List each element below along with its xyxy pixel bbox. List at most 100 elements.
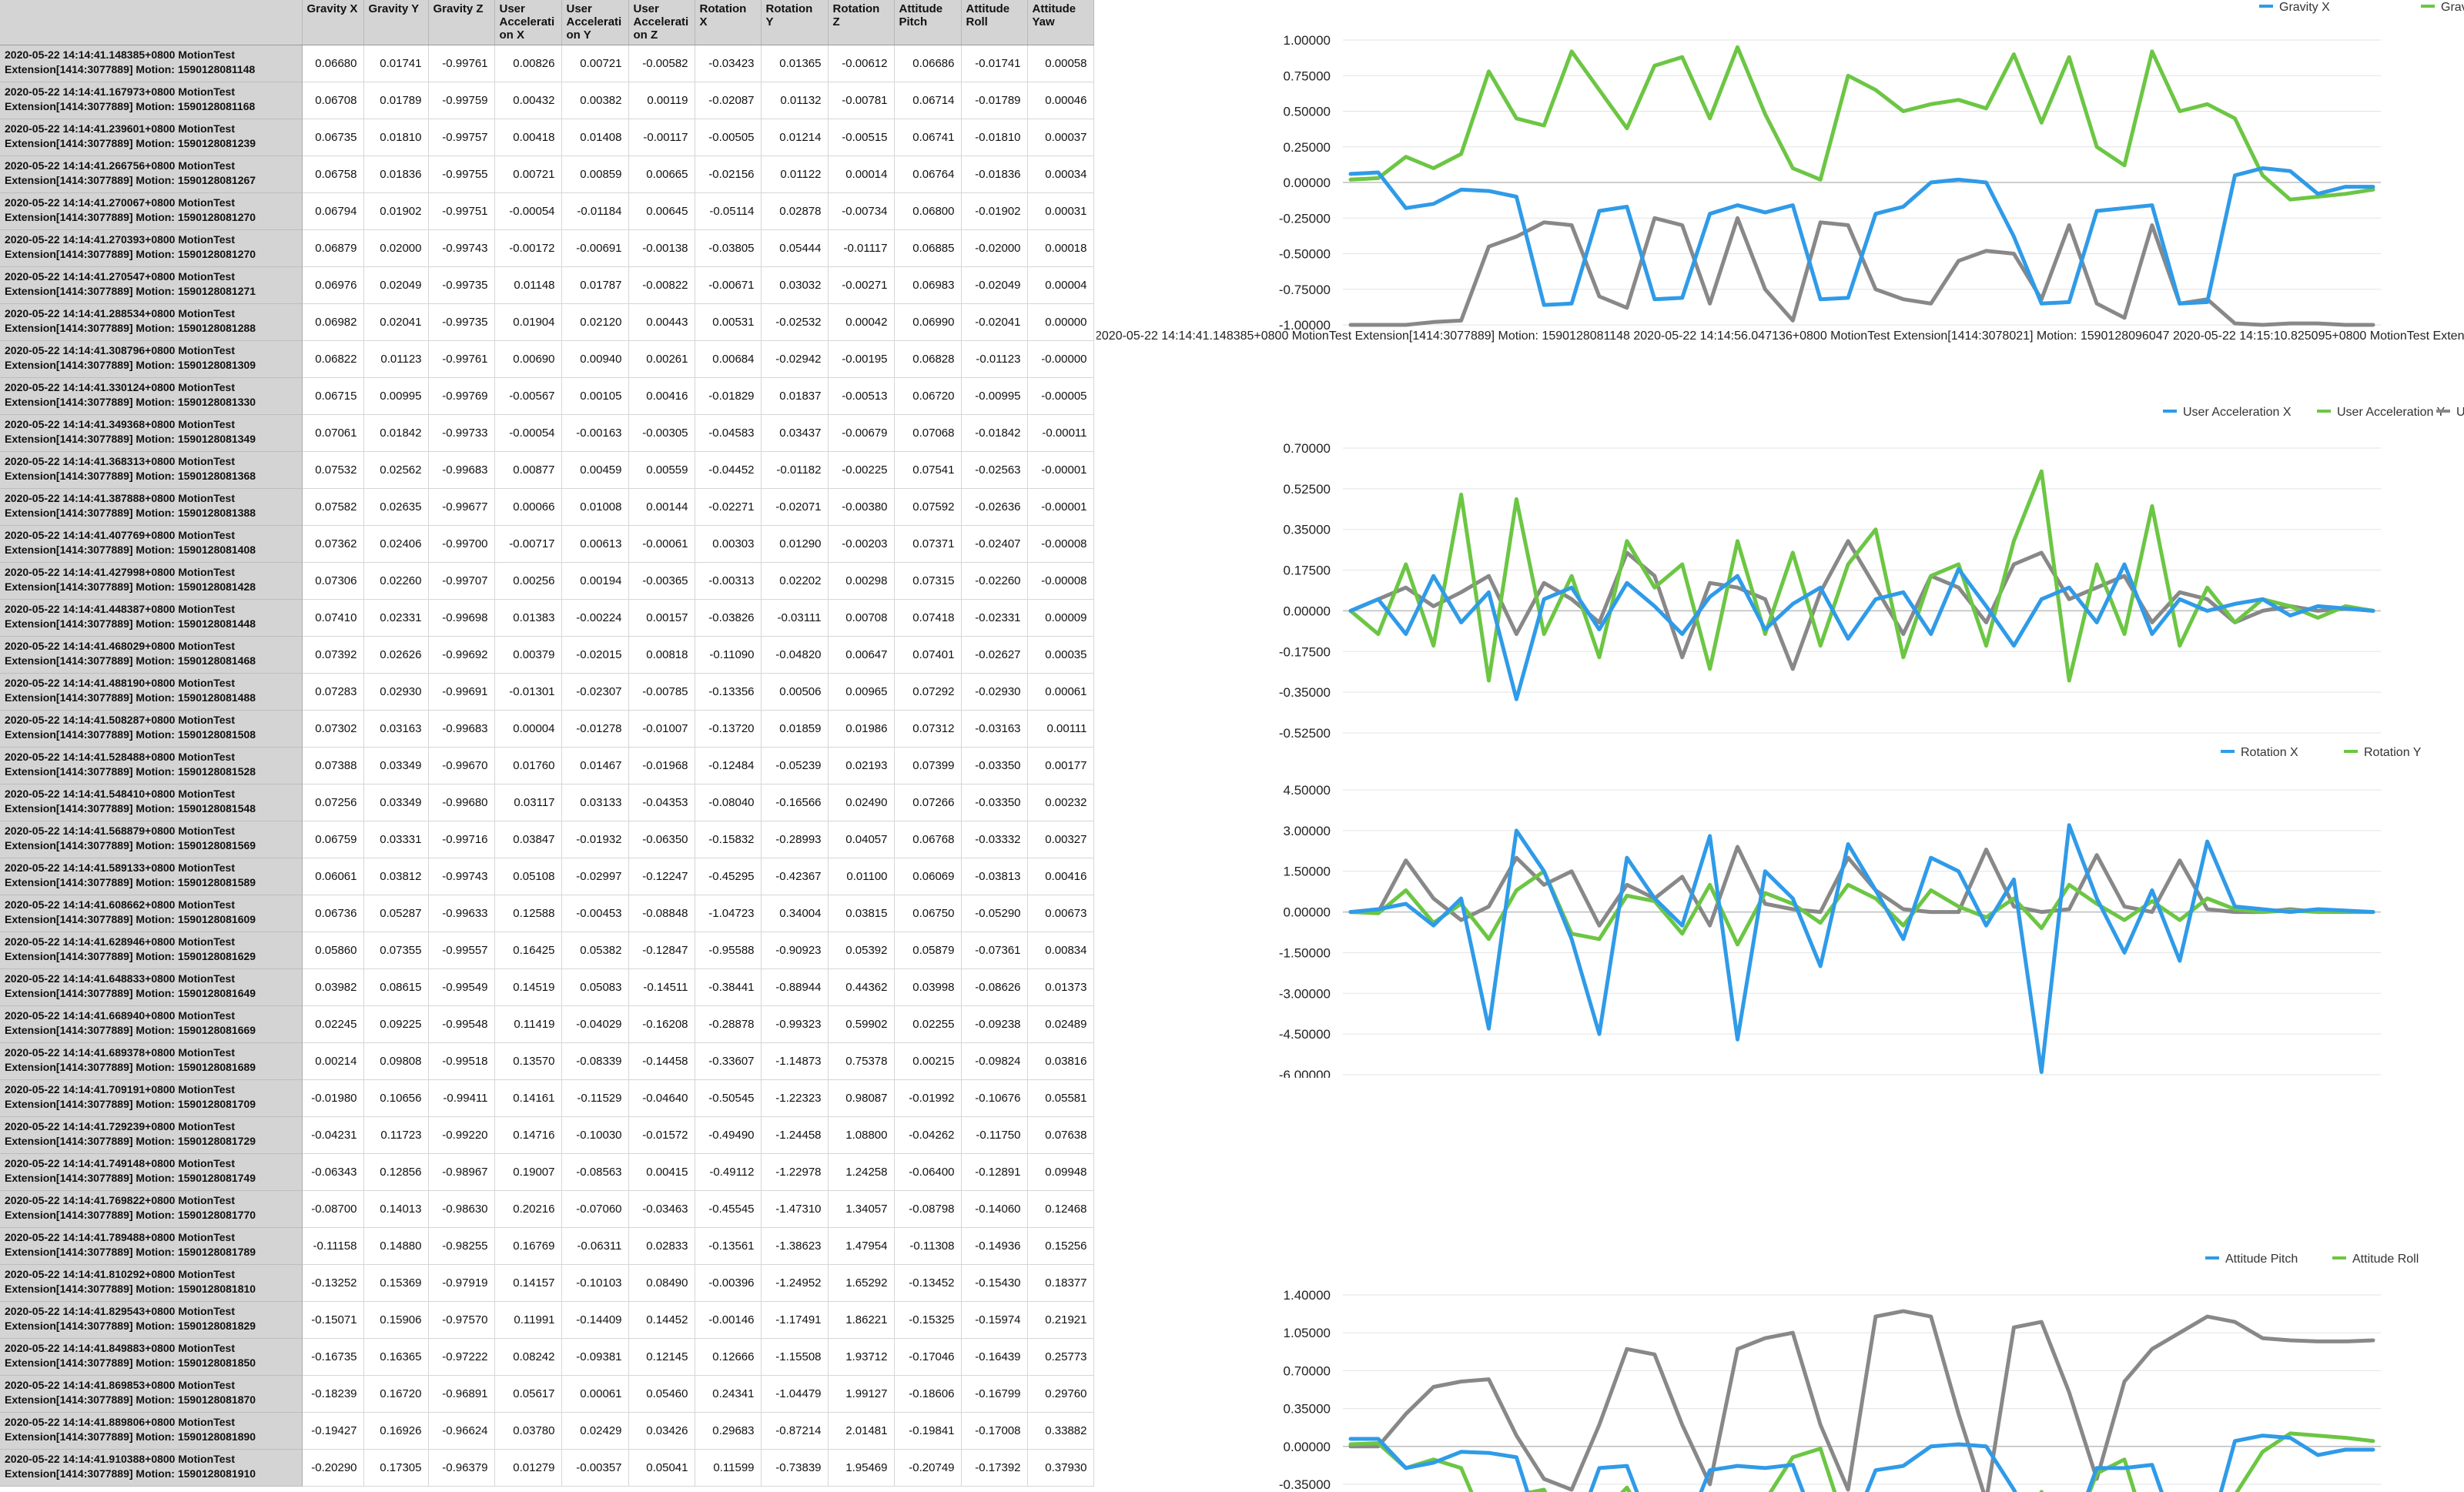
table-cell[interactable]: -0.06400 (894, 1153, 962, 1191)
table-cell[interactable]: -0.00163 (561, 414, 629, 452)
row-label-cell[interactable]: 2020-05-22 14:14:41.167973+0800 MotionTe… (0, 82, 303, 119)
table-cell[interactable]: -0.17392 (961, 1449, 1028, 1487)
table-cell[interactable]: 0.02406 (363, 525, 429, 563)
table-cell[interactable]: 2.01481 (828, 1412, 895, 1450)
table-cell[interactable]: 0.06735 (302, 119, 364, 156)
column-header[interactable]: Attitude Pitch (894, 0, 962, 45)
table-cell[interactable]: 0.00613 (561, 525, 629, 563)
table-cell[interactable]: -0.99761 (428, 340, 495, 378)
table-cell[interactable]: -0.99716 (428, 821, 495, 858)
table-cell[interactable]: 0.01148 (494, 266, 562, 304)
table-cell[interactable]: 0.07592 (894, 488, 962, 526)
row-label-cell[interactable]: 2020-05-22 14:14:41.869853+0800 MotionTe… (0, 1375, 303, 1413)
table-cell[interactable]: 0.07401 (894, 636, 962, 674)
row-label-cell[interactable]: 2020-05-22 14:14:41.849883+0800 MotionTe… (0, 1338, 303, 1376)
row-label-cell[interactable]: 2020-05-22 14:14:41.448387+0800 MotionTe… (0, 599, 303, 637)
table-cell[interactable]: 0.06759 (302, 821, 364, 858)
table-cell[interactable]: -0.06350 (628, 821, 695, 858)
table-cell[interactable]: -0.13356 (695, 673, 762, 711)
table-cell[interactable]: -0.99735 (428, 266, 495, 304)
table-cell[interactable]: -0.99220 (428, 1116, 495, 1154)
table-cell[interactable]: 0.01214 (761, 119, 829, 156)
table-cell[interactable]: 0.00647 (828, 636, 895, 674)
table-cell[interactable]: -0.99757 (428, 119, 495, 156)
table-cell[interactable]: -0.00717 (494, 525, 562, 563)
table-cell[interactable]: 0.02260 (363, 562, 429, 600)
table-cell[interactable]: 0.07362 (302, 525, 364, 563)
table-cell[interactable]: 0.00327 (1027, 821, 1094, 858)
table-cell[interactable]: 0.00009 (1027, 599, 1094, 637)
table-cell[interactable]: -0.99518 (428, 1042, 495, 1080)
table-cell[interactable]: 0.02489 (1027, 1005, 1094, 1043)
table-cell[interactable]: 0.00690 (494, 340, 562, 378)
table-cell[interactable]: -0.04262 (894, 1116, 962, 1154)
table-cell[interactable]: 0.01787 (561, 266, 629, 304)
table-cell[interactable]: 0.06990 (894, 303, 962, 341)
table-cell[interactable]: 0.10656 (363, 1079, 429, 1117)
row-label-cell[interactable]: 2020-05-22 14:14:41.148385+0800 MotionTe… (0, 45, 303, 82)
table-cell[interactable]: -0.16799 (961, 1375, 1028, 1413)
table-cell[interactable]: -0.90923 (761, 932, 829, 969)
table-cell[interactable]: 0.05108 (494, 858, 562, 895)
table-cell[interactable]: 0.05392 (828, 932, 895, 969)
table-cell[interactable]: -0.03350 (961, 747, 1028, 784)
table-cell[interactable]: -0.00172 (494, 229, 562, 267)
table-cell[interactable]: -1.04479 (761, 1375, 829, 1413)
table-cell[interactable]: 0.02255 (894, 1005, 962, 1043)
table-cell[interactable]: -0.08339 (561, 1042, 629, 1080)
table-cell[interactable]: 0.00416 (628, 377, 695, 415)
table-cell[interactable]: -0.18239 (302, 1375, 364, 1413)
row-label-cell[interactable]: 2020-05-22 14:14:41.330124+0800 MotionTe… (0, 377, 303, 415)
table-cell[interactable]: 0.00298 (828, 562, 895, 600)
table-cell[interactable]: 0.05287 (363, 895, 429, 932)
table-cell[interactable]: -0.33607 (695, 1042, 762, 1080)
table-cell[interactable]: -0.05239 (761, 747, 829, 784)
table-cell[interactable]: 0.00995 (363, 377, 429, 415)
table-cell[interactable]: 0.03117 (494, 784, 562, 821)
table-cell[interactable]: -0.00008 (1027, 562, 1094, 600)
table-cell[interactable]: 0.05460 (628, 1375, 695, 1413)
column-header[interactable]: Rotation X (695, 0, 762, 45)
table-cell[interactable]: 0.11599 (695, 1449, 762, 1487)
table-cell[interactable]: -0.45295 (695, 858, 762, 895)
table-cell[interactable]: -0.04231 (302, 1116, 364, 1154)
table-cell[interactable]: -0.08626 (961, 968, 1028, 1006)
table-cell[interactable]: 0.24341 (695, 1375, 762, 1413)
table-cell[interactable]: -0.03463 (628, 1190, 695, 1228)
table-cell[interactable]: 0.01904 (494, 303, 562, 341)
column-header[interactable]: Gravity Z (428, 0, 495, 45)
table-cell[interactable]: 0.19007 (494, 1153, 562, 1191)
table-cell[interactable]: 0.00721 (494, 156, 562, 193)
table-cell[interactable]: -0.01278 (561, 710, 629, 748)
table-cell[interactable]: 0.00684 (695, 340, 762, 378)
table-cell[interactable]: -0.03423 (695, 45, 762, 82)
table-cell[interactable]: -1.47310 (761, 1190, 829, 1228)
table-cell[interactable]: -0.01992 (894, 1079, 962, 1117)
row-label-cell[interactable]: 2020-05-22 14:14:41.349368+0800 MotionTe… (0, 414, 303, 452)
row-label-cell[interactable]: 2020-05-22 14:14:41.810292+0800 MotionTe… (0, 1264, 303, 1302)
table-cell[interactable]: -0.96379 (428, 1449, 495, 1487)
table-cell[interactable]: -0.00679 (828, 414, 895, 452)
column-header[interactable]: Rotation Y (761, 0, 829, 45)
table-cell[interactable]: -0.20290 (302, 1449, 364, 1487)
table-cell[interactable]: -0.01184 (561, 192, 629, 230)
table-cell[interactable]: 0.06828 (894, 340, 962, 378)
table-cell[interactable]: 0.00256 (494, 562, 562, 600)
row-label-cell[interactable]: 2020-05-22 14:14:41.270393+0800 MotionTe… (0, 229, 303, 267)
table-cell[interactable]: -0.08040 (695, 784, 762, 821)
table-cell[interactable]: -1.04723 (695, 895, 762, 932)
table-cell[interactable]: 0.01008 (561, 488, 629, 526)
table-cell[interactable]: 0.12468 (1027, 1190, 1094, 1228)
table-cell[interactable]: 0.00061 (1027, 673, 1094, 711)
table-cell[interactable]: 0.14452 (628, 1301, 695, 1339)
column-header[interactable]: Attitude Roll (961, 0, 1028, 45)
table-cell[interactable]: 0.16769 (494, 1227, 562, 1265)
table-cell[interactable]: 0.07418 (894, 599, 962, 637)
table-cell[interactable]: -0.00203 (828, 525, 895, 563)
table-cell[interactable]: 0.12666 (695, 1338, 762, 1376)
table-cell[interactable]: -0.97570 (428, 1301, 495, 1339)
table-cell[interactable]: -0.00008 (1027, 525, 1094, 563)
table-cell[interactable]: 0.03847 (494, 821, 562, 858)
table-cell[interactable]: -0.16566 (761, 784, 829, 821)
table-cell[interactable]: -0.00567 (494, 377, 562, 415)
